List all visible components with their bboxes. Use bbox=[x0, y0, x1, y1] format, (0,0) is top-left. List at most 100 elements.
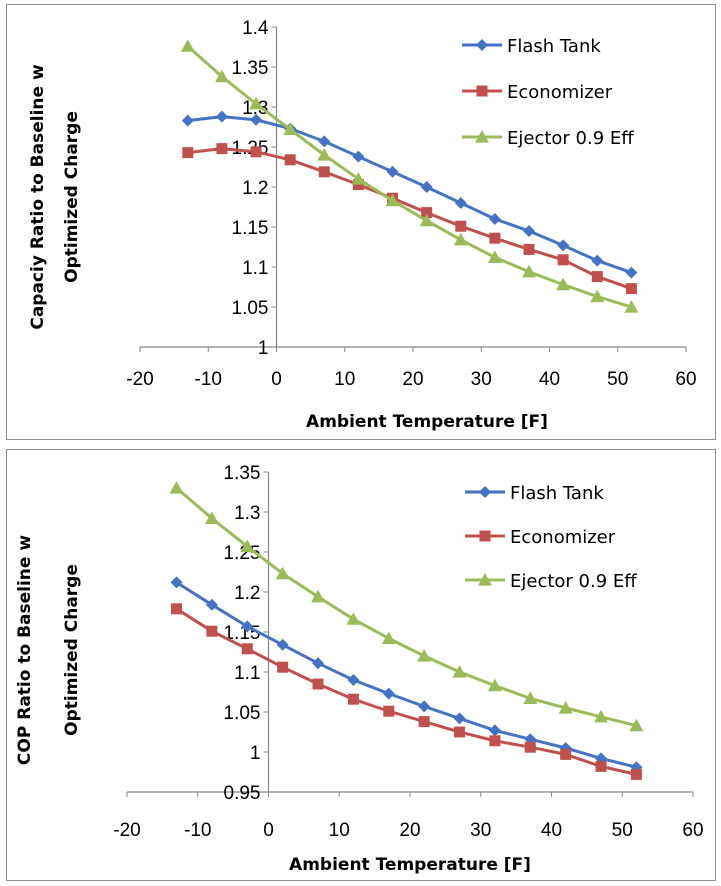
data-point bbox=[560, 748, 572, 760]
legend-marker bbox=[479, 530, 491, 542]
data-point bbox=[522, 264, 537, 278]
y-tick-label: 1.05 bbox=[224, 703, 261, 724]
y-tick-label: 1 bbox=[258, 338, 269, 359]
x-tick-label: 40 bbox=[541, 820, 562, 841]
data-point bbox=[275, 566, 290, 580]
series-line bbox=[187, 115, 632, 275]
legend-entry: Ejector 0.9 Eff bbox=[462, 128, 634, 149]
x-tick-label: -10 bbox=[184, 820, 211, 841]
data-point bbox=[624, 300, 639, 313]
y-tick-label: 1.35 bbox=[232, 58, 269, 79]
data-point bbox=[453, 232, 468, 246]
data-point bbox=[625, 266, 638, 279]
legend-entry: Economizer bbox=[465, 527, 616, 548]
x-tick-label: 60 bbox=[675, 369, 696, 390]
x-tick-label: -20 bbox=[126, 369, 153, 390]
y-axis-title-line2: Optimized Charge bbox=[62, 111, 82, 283]
data-point bbox=[180, 39, 195, 52]
legend-label: Flash Tank bbox=[507, 36, 601, 57]
data-point bbox=[417, 649, 432, 662]
data-point bbox=[488, 213, 501, 225]
legend-label: Ejector 0.9 Eff bbox=[510, 571, 637, 592]
legend-marker bbox=[478, 573, 492, 586]
legend-label: Ejector 0.9 Eff bbox=[507, 128, 634, 149]
data-point bbox=[214, 69, 229, 83]
x-tick-label: 50 bbox=[612, 820, 633, 841]
data-point bbox=[318, 135, 331, 148]
data-point bbox=[454, 197, 467, 209]
data-point bbox=[523, 243, 535, 255]
data-point bbox=[452, 665, 467, 678]
data-point bbox=[182, 147, 194, 159]
data-point bbox=[524, 741, 536, 753]
x-tick-label: 30 bbox=[471, 369, 492, 390]
y-tick-label: 1.3 bbox=[234, 503, 260, 524]
data-point bbox=[595, 752, 608, 765]
data-point bbox=[347, 693, 359, 705]
data-point bbox=[351, 172, 366, 185]
legend-marker bbox=[476, 39, 488, 51]
data-point bbox=[629, 718, 644, 732]
data-point bbox=[346, 612, 361, 625]
data-point bbox=[630, 768, 642, 780]
data-point bbox=[523, 691, 538, 704]
y-axis-title-line1: COP Ratio to Baseline w bbox=[15, 535, 35, 765]
data-point bbox=[171, 603, 183, 615]
data-point bbox=[204, 511, 219, 524]
data-point bbox=[488, 724, 501, 737]
series-flash-tank bbox=[170, 576, 643, 774]
x-tick-label: 30 bbox=[470, 820, 491, 841]
legend-label: Economizer bbox=[510, 527, 616, 548]
data-point bbox=[557, 254, 569, 266]
legend-marker bbox=[479, 486, 491, 498]
data-point bbox=[454, 726, 466, 738]
data-point bbox=[556, 277, 571, 291]
data-point bbox=[591, 271, 603, 283]
y-tick-label: 1.25 bbox=[232, 138, 269, 159]
y-axis-title-line1: Capaciy Ratio to Baseline w bbox=[28, 64, 48, 330]
data-point bbox=[418, 700, 431, 713]
data-point bbox=[352, 150, 365, 163]
data-point bbox=[249, 96, 264, 110]
legend-marker bbox=[476, 85, 488, 97]
data-point bbox=[487, 250, 502, 263]
data-point bbox=[181, 114, 194, 127]
data-point bbox=[284, 154, 296, 166]
x-tick-label: 10 bbox=[329, 820, 350, 841]
data-point bbox=[455, 220, 467, 232]
data-point bbox=[381, 631, 396, 644]
x-tick-label: -10 bbox=[195, 369, 222, 390]
y-tick-label: 1.1 bbox=[234, 663, 260, 684]
data-point bbox=[487, 678, 502, 692]
x-tick-label: 60 bbox=[682, 820, 703, 841]
data-point bbox=[277, 661, 289, 673]
data-point bbox=[276, 638, 289, 651]
data-point bbox=[318, 166, 330, 178]
legend-entry: Economizer bbox=[462, 82, 613, 103]
data-point bbox=[594, 709, 609, 723]
legend-entry: Flash Tank bbox=[462, 36, 601, 57]
y-tick-label: 1.4 bbox=[242, 18, 269, 39]
data-point bbox=[169, 481, 184, 494]
data-point bbox=[170, 576, 183, 589]
data-point bbox=[418, 716, 430, 728]
data-point bbox=[557, 239, 570, 252]
data-point bbox=[382, 687, 395, 700]
y-tick-label: 0.95 bbox=[224, 783, 261, 804]
legend-label: Economizer bbox=[507, 82, 613, 103]
data-point bbox=[523, 225, 536, 237]
y-axis-title-line2: Optimized Charge bbox=[62, 564, 82, 736]
capacity-ratio-plot: 11.051.11.151.21.251.31.351.4-20-1001020… bbox=[28, 18, 697, 432]
data-point bbox=[453, 712, 466, 725]
data-point bbox=[383, 705, 395, 717]
x-tick-label: -20 bbox=[113, 820, 140, 841]
legend-entry: Ejector 0.9 Eff bbox=[465, 571, 637, 592]
data-point bbox=[591, 254, 604, 267]
y-tick-label: 1.2 bbox=[234, 583, 260, 604]
legend-entry: Flash Tank bbox=[465, 483, 604, 504]
x-axis-title: Ambient Temperature [F] bbox=[306, 412, 548, 432]
x-tick-label: 50 bbox=[607, 369, 628, 390]
x-tick-label: 0 bbox=[263, 820, 274, 841]
legend-marker bbox=[475, 130, 489, 143]
